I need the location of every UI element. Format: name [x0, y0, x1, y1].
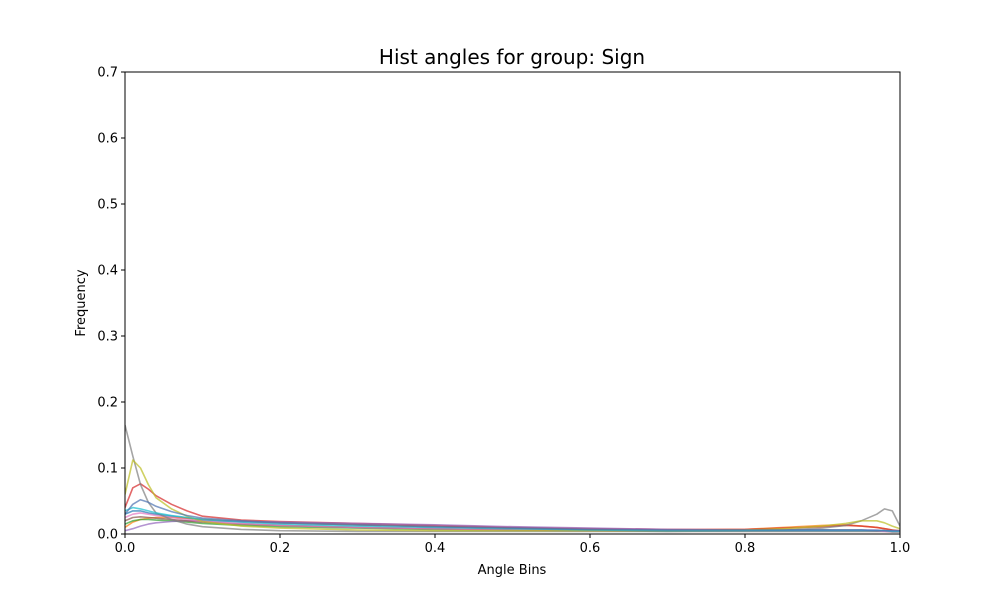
y-tick-label-0: 0.0 [97, 528, 118, 543]
y-tick-label-3: 0.3 [97, 330, 118, 345]
x-axis-label: Angle Bins [478, 563, 547, 578]
chart-title: Hist angles for group: Sign [379, 45, 645, 69]
x-tick-label-3: 0.6 [580, 541, 601, 556]
plot-area [125, 424, 900, 533]
x-tick-label-2: 0.4 [425, 541, 446, 556]
axes-layer: 0.0 0.2 0.4 0.6 0.8 1.0 0.0 0.1 0.2 0.3 0.4 0.5 0.6 0… [97, 66, 910, 557]
x-tick-label-0: 0.0 [115, 541, 136, 556]
y-tick-label-1: 0.1 [97, 462, 118, 477]
x-tick-label-4: 0.8 [735, 541, 756, 556]
y-tick-label-2: 0.2 [97, 396, 118, 411]
y-tick-label-5: 0.5 [97, 198, 118, 213]
y-tick-label-6: 0.6 [97, 132, 118, 147]
x-tick-label-5: 1.0 [890, 541, 911, 556]
series-line-11 [125, 498, 900, 532]
plot-frame [124, 71, 901, 535]
y-axis-label: Frequency [74, 269, 89, 336]
x-tick-label-1: 0.2 [270, 541, 291, 556]
y-tick-label-4: 0.4 [97, 264, 118, 279]
series-line-9 [125, 459, 900, 532]
series-layer [125, 424, 900, 533]
y-tick-label-7: 0.7 [97, 66, 118, 81]
